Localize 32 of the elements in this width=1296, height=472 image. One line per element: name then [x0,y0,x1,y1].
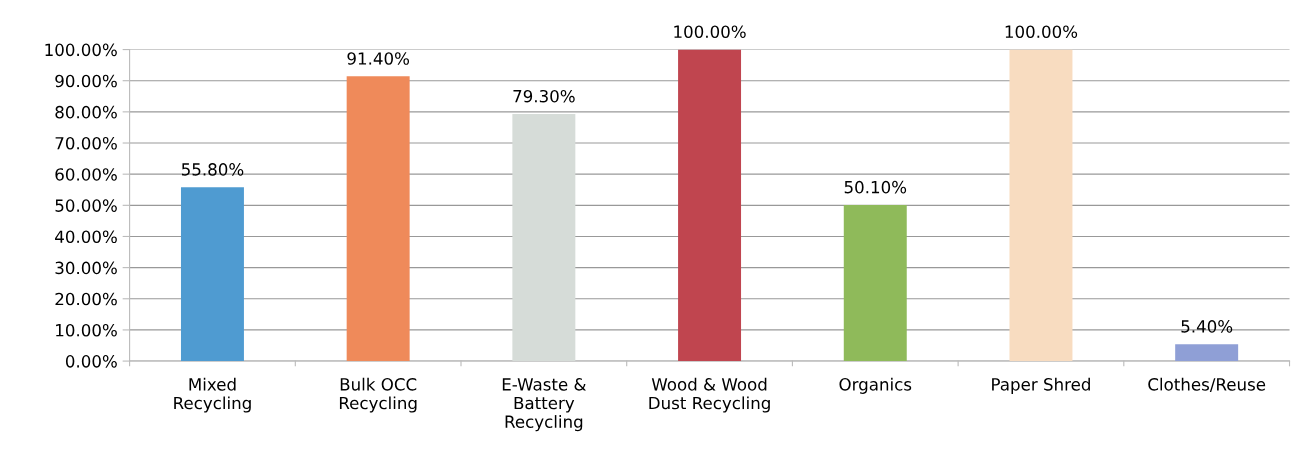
y-tick-label: 50.00% [55,199,117,212]
x-tick-label: E-Waste & Battery Recycling [502,378,586,432]
x-tick-label: Paper Shred [992,377,1090,394]
y-tick-label: 20.00% [55,292,117,306]
y-tick-label: 80.00% [55,105,117,119]
data-label: 55.80% [181,163,244,176]
data-label: 100.00% [674,25,746,38]
y-tick-label: 90.00% [55,74,117,88]
bar [180,187,244,362]
y-tick-label: 40.00% [55,230,117,244]
bar [843,205,907,362]
x-tick-label: Clothes/Reuse [1148,377,1266,392]
bar [346,76,410,362]
bar [512,114,576,362]
bar [678,49,742,362]
y-tick-label: 10.00% [56,323,117,337]
x-tick-label: Mixed Recycling [174,377,251,413]
data-label: 91.40% [347,52,410,65]
y-tick-label: 60.00% [55,168,117,181]
y-tick-label: 30.00% [55,261,117,275]
y-tick-label: 70.00% [55,136,117,150]
data-label: 5.40% [1181,320,1233,333]
data-label: 50.10% [844,180,907,194]
bar [1175,344,1239,362]
x-tick-label: Wood & Wood Dust Recycling [649,377,770,413]
y-tick-label: 0.00% [65,355,117,368]
x-tick-label: Bulk OCC Recycling [339,377,417,413]
y-tick-label: 100.00% [45,43,117,57]
x-tick-label: Organics [839,377,912,394]
data-label: 79.30% [513,89,575,103]
bar [1009,49,1073,362]
data-label: 100.00% [1005,25,1078,38]
